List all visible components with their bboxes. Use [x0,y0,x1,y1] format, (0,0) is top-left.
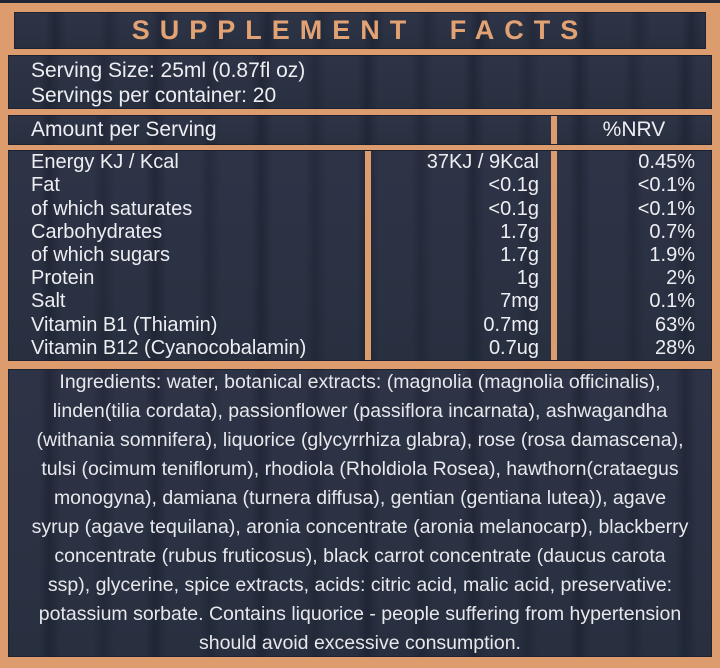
ingredients-text: Ingredients: water, botanical extracts: … [31,371,689,654]
nutrient-amount: <0.1g [365,174,551,198]
nutrient-name: Salt [31,290,66,313]
nutrient-nrv: 63% [551,313,711,337]
nutrient-nrv: 28% [551,336,711,360]
nutrient-amount: 0.7mg [365,313,551,337]
table-row-fat: Fat <0.1g <0.1% [9,174,711,198]
nutrient-nrv: 2% [551,267,711,291]
table-row-salt: Salt 7mg 0.1% [9,290,711,314]
nutrient-amount: 7mg [365,290,551,314]
nutrition-table: Energy KJ / Kcal 37KJ / 9Kcal 0.45% Fat … [8,150,712,361]
table-row-saturates: of which saturates <0.1g <0.1% [9,197,711,221]
nutrient-amount: 1.7g [365,243,551,268]
nutrient-name: Protein [31,267,95,290]
amount-per-serving-header: Amount per Serving [31,118,217,141]
nutrient-name: Energy KJ / Kcal [31,151,179,174]
table-row-vitamin-b1: Vitamin B1 (Thiamin) 0.7mg 63% [9,313,711,337]
table-row-protein: Protein 1g 2% [9,267,711,291]
serving-size-text: Serving Size: 25ml (0.87fl oz) [31,59,306,82]
nutrient-nrv: <0.1% [551,174,711,198]
ingredients-section: Ingredients: water, botanical extracts: … [8,369,712,657]
nutrient-amount: 0.7ug [365,336,551,360]
nutrient-amount: 37KJ / 9Kcal [365,151,551,175]
nutrient-name: Vitamin B12 (Cyanocobalamin) [31,336,307,359]
table-row-carbohydrates: Carbohydrates 1.7g 0.7% [9,220,711,244]
serving-info-box: Serving Size: 25ml (0.87fl oz) Servings … [8,55,712,109]
nrv-header: %NRV [551,116,711,144]
nutrient-name: of which saturates [31,197,193,220]
title-bar: SUPPLEMENT FACTS [14,12,706,49]
page-title: SUPPLEMENT FACTS [131,15,589,45]
nutrient-nrv: 1.9% [551,243,711,268]
nutrient-amount: 1.7g [365,220,551,244]
table-row-vitamin-b12: Vitamin B12 (Cyanocobalamin) 0.7ug 28% [9,336,711,360]
nutrient-amount: 1g [365,267,551,291]
nutrient-name: Vitamin B1 (Thiamin) [31,313,218,336]
table-row-sugars: of which sugars 1.7g 1.9% [9,243,711,268]
table-row-energy: Energy KJ / Kcal 37KJ / 9Kcal 0.45% [9,151,711,175]
nutrient-amount: <0.1g [365,197,551,221]
nutrient-nrv: 0.45% [551,151,711,175]
nutrient-name: Fat [31,174,60,197]
nutrient-nrv: 0.7% [551,220,711,244]
nutrition-table-header: Amount per Serving %NRV [8,115,712,145]
nutrient-name: of which sugars [31,244,170,266]
nutrient-nrv: <0.1% [551,197,711,221]
nutrient-nrv: 0.1% [551,290,711,314]
servings-per-container-text: Servings per container: 20 [31,84,277,107]
nutrient-name: Carbohydrates [31,220,163,243]
